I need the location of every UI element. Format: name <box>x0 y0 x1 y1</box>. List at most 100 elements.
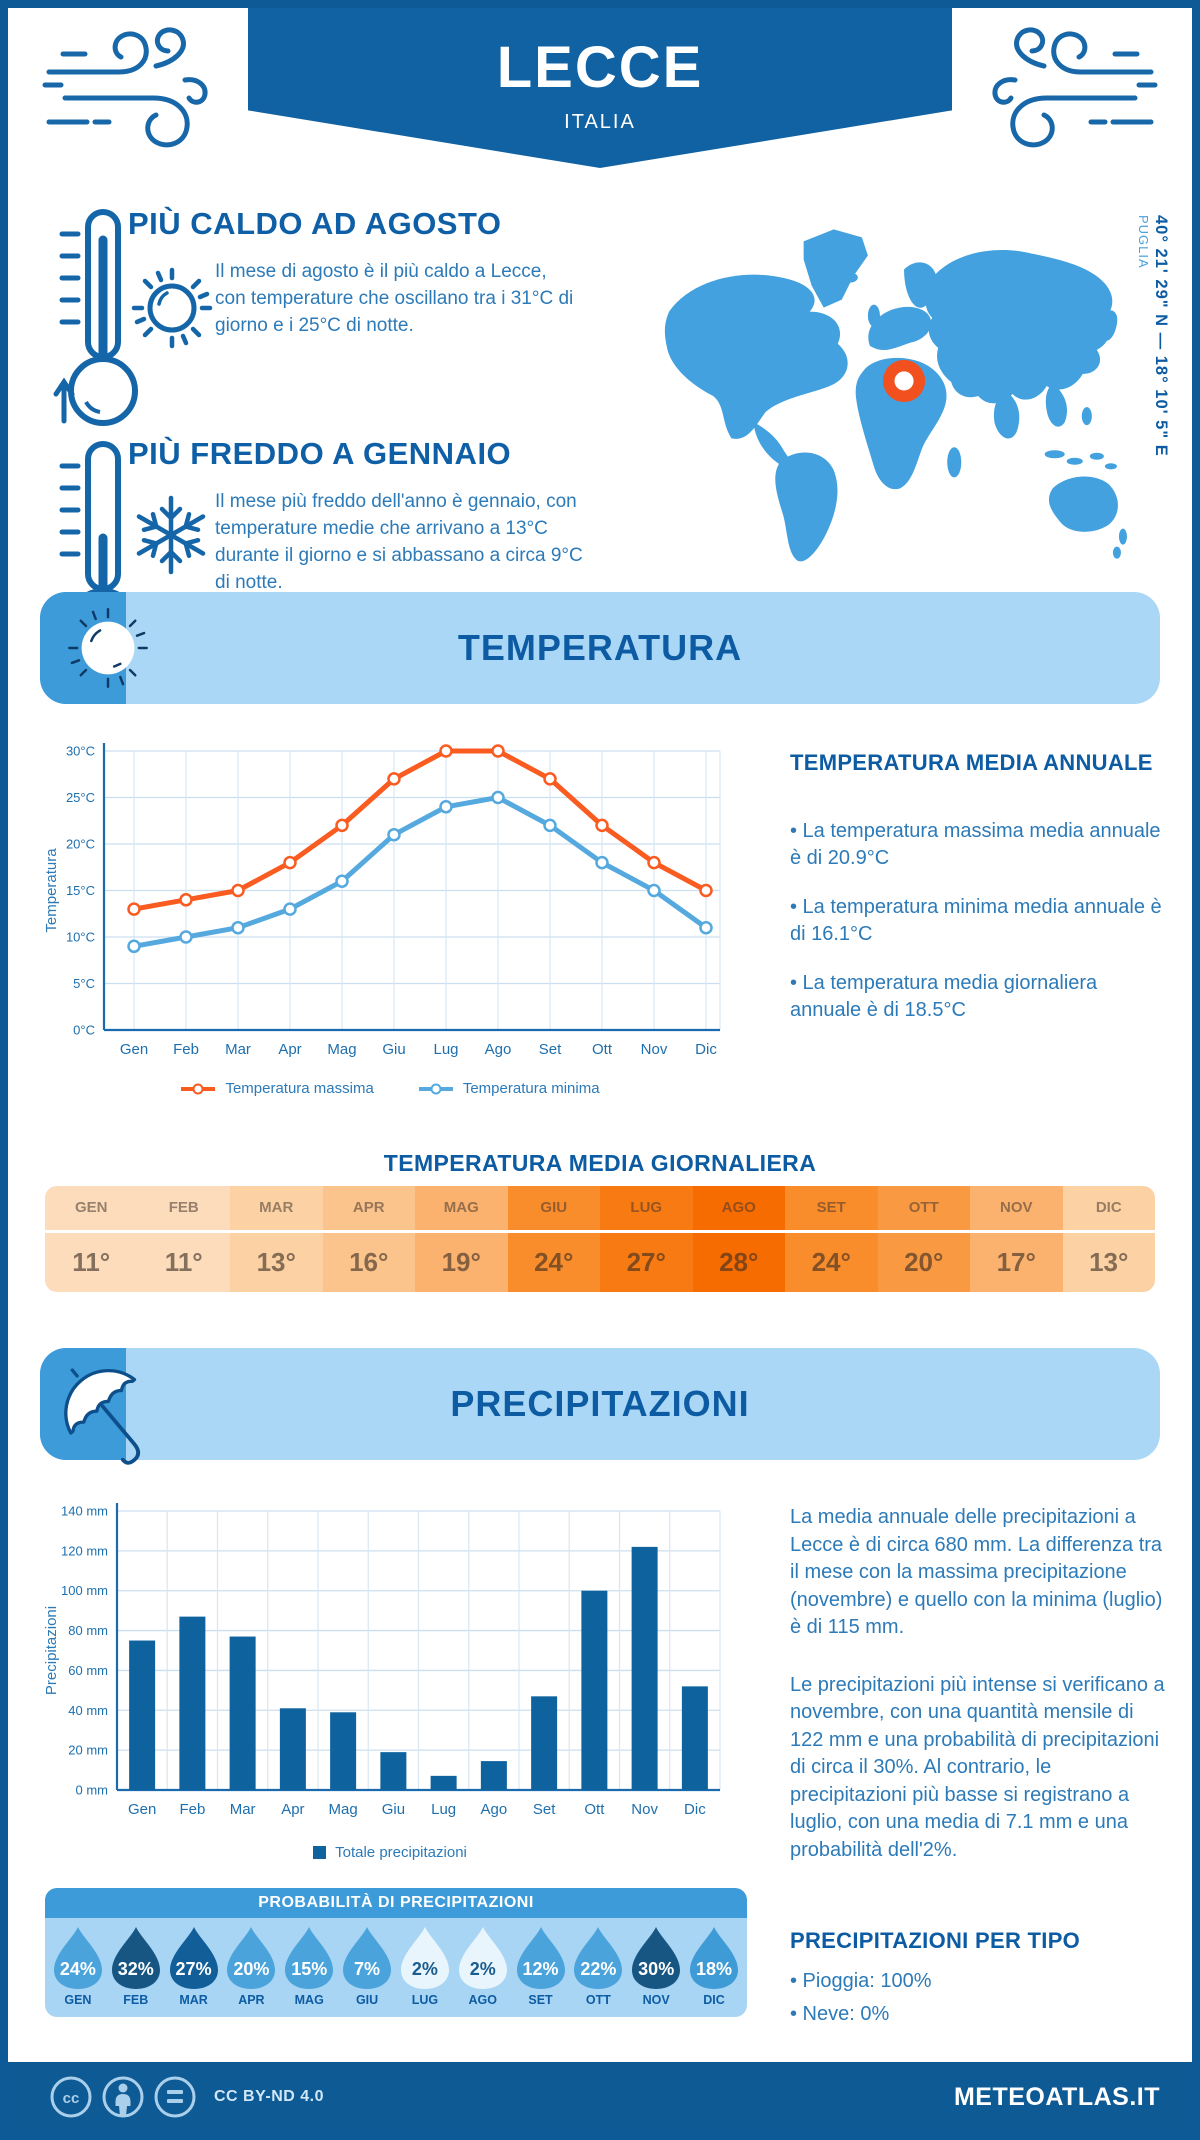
bar <box>531 1696 558 1790</box>
data-point <box>595 855 609 870</box>
precipitation-text-panel: La media annuale delle precipitazioni a … <box>790 1478 1170 1864</box>
region-label: PUGLIA <box>1136 215 1151 269</box>
svg-text:Mag: Mag <box>329 1801 358 1818</box>
temperature-value: 24° <box>811 1247 851 1277</box>
month-label: DIC <box>703 1993 725 2007</box>
data-point <box>543 818 557 833</box>
site-name: METEOATLAS.IT <box>953 2083 1160 2111</box>
coordinates-block: 40° 21' 29" N — 18° 10' 5" E PUGLIA <box>1136 215 1170 567</box>
country-subtitle: ITALIA <box>564 111 636 133</box>
snowflake-icon <box>136 495 206 575</box>
month-label: APR <box>238 1993 265 2007</box>
temperature-value: 24° <box>534 1247 574 1277</box>
month-label: SET <box>528 1993 553 2007</box>
svg-text:20°C: 20°C <box>66 837 95 852</box>
probability-value: 30% <box>638 1959 675 1979</box>
svg-text:Precipitazioni: Precipitazioni <box>43 1606 60 1695</box>
svg-text:Giu: Giu <box>382 1041 405 1058</box>
month-column: APR 16° <box>322 1186 415 1292</box>
month-label: MAG <box>415 1186 508 1233</box>
data-point <box>387 827 401 842</box>
data-point <box>543 772 557 786</box>
month-label: FEB <box>123 1993 149 2007</box>
svg-text:Dic: Dic <box>695 1041 717 1058</box>
temperature-value: 20° <box>904 1247 944 1277</box>
data-point <box>127 939 141 954</box>
svg-text:Lug: Lug <box>431 1801 456 1818</box>
precipitation-paragraph: Le precipitazioni più intense si verific… <box>790 1673 1165 1861</box>
hot-text: Il mese di agosto è il più caldo a Lecce… <box>215 261 574 336</box>
cc-icon: cc <box>63 2090 80 2107</box>
legend-item: Temperatura minima <box>418 1080 600 1097</box>
probability-value: 27% <box>175 1959 212 1979</box>
wind-icon <box>992 27 1158 148</box>
month-label: OTT <box>585 1993 611 2007</box>
data-point <box>335 874 349 888</box>
month-label: MAR <box>179 1993 208 2007</box>
annual-bullet: • La temperatura media giornaliera annua… <box>790 972 1098 1021</box>
month-label: OTT <box>877 1186 970 1233</box>
bar <box>330 1712 357 1790</box>
sun-icon <box>68 608 148 688</box>
annual-title: TEMPERATURA MEDIA ANNUALE <box>790 750 1153 775</box>
license-text: CC BY-ND 4.0 <box>214 2088 325 2105</box>
probability-value: 32% <box>117 1959 154 1979</box>
month-label: GIU <box>355 1993 379 2007</box>
data-point <box>595 818 609 833</box>
footer-bar: cc CC BY-ND 4.0 METEOATLAS.IT <box>8 2062 1192 2132</box>
annual-temperature-panel: TEMPERATURA MEDIA ANNUALE • La temperatu… <box>790 750 1168 1024</box>
data-point <box>491 790 505 805</box>
probability-drop: 2% LUG <box>396 1926 454 2007</box>
world-map <box>664 229 1127 562</box>
cold-text: Il mese più freddo dell'anno è gennaio, … <box>215 491 583 593</box>
svg-text:Dic: Dic <box>684 1801 706 1818</box>
svg-text:100 mm: 100 mm <box>61 1583 108 1598</box>
svg-text:Feb: Feb <box>173 1041 199 1058</box>
bar <box>380 1752 407 1790</box>
temperature-value: 11° <box>72 1247 111 1277</box>
series-line <box>131 748 709 912</box>
probability-drop: 12% SET <box>512 1926 570 2007</box>
legend-item: Temperatura massima <box>180 1080 374 1097</box>
bar <box>681 1686 708 1790</box>
bar <box>631 1546 658 1790</box>
temperature-value: 27° <box>626 1247 666 1277</box>
annual-bullet: • La temperatura minima media annuale è … <box>790 896 1162 945</box>
probability-value: 12% <box>522 1959 559 1979</box>
svg-text:10°C: 10°C <box>66 930 95 945</box>
svg-text:Gen: Gen <box>128 1801 156 1818</box>
annual-bullet: • La temperatura massima media annuale è… <box>790 820 1161 869</box>
person-icon <box>115 2083 131 2116</box>
month-column: AGO 28° <box>692 1186 785 1292</box>
water-drop-icon <box>632 1927 681 1989</box>
hot-title: PIÙ CALDO AD AGOSTO <box>128 206 502 241</box>
location-marker <box>882 359 926 403</box>
bar <box>129 1640 156 1790</box>
svg-text:Ott: Ott <box>584 1801 605 1818</box>
probability-drop: 15% MAG <box>280 1926 338 2007</box>
svg-text:5°C: 5°C <box>73 976 95 991</box>
svg-text:80 mm: 80 mm <box>68 1623 108 1638</box>
month-label: MAG <box>294 1993 324 2007</box>
svg-text:Mar: Mar <box>225 1041 251 1058</box>
umbrella-icon <box>64 1368 141 1465</box>
svg-text:Lug: Lug <box>433 1041 458 1058</box>
probability-value: 22% <box>580 1959 617 1979</box>
month-label: APR <box>322 1186 415 1233</box>
water-drop-icon <box>343 1927 392 1989</box>
water-drop-icon <box>285 1927 334 1989</box>
month-column: DIC 13° <box>1062 1186 1155 1292</box>
probability-value: 18% <box>696 1959 733 1979</box>
svg-text:Ago: Ago <box>485 1041 512 1058</box>
temperature-line-chart: 0°C 5°C 10°C 15°C 20°C 25°C 30°C Gen Feb Mar Apr Ma… <box>43 743 721 1058</box>
precipitation-types-panel: PRECIPITAZIONI PER TIPO • Pioggia: 100% … <box>790 1928 1168 2028</box>
month-column: MAR 13° <box>230 1186 323 1292</box>
data-point <box>439 744 453 758</box>
water-drop-icon <box>169 1927 218 1989</box>
precipitation-section-title: PRECIPITAZIONI <box>450 1383 750 1424</box>
thermometer-up-icon <box>53 209 138 426</box>
water-drop-icon <box>53 1927 102 1989</box>
month-label: AGO <box>692 1186 785 1233</box>
data-point <box>283 902 297 916</box>
